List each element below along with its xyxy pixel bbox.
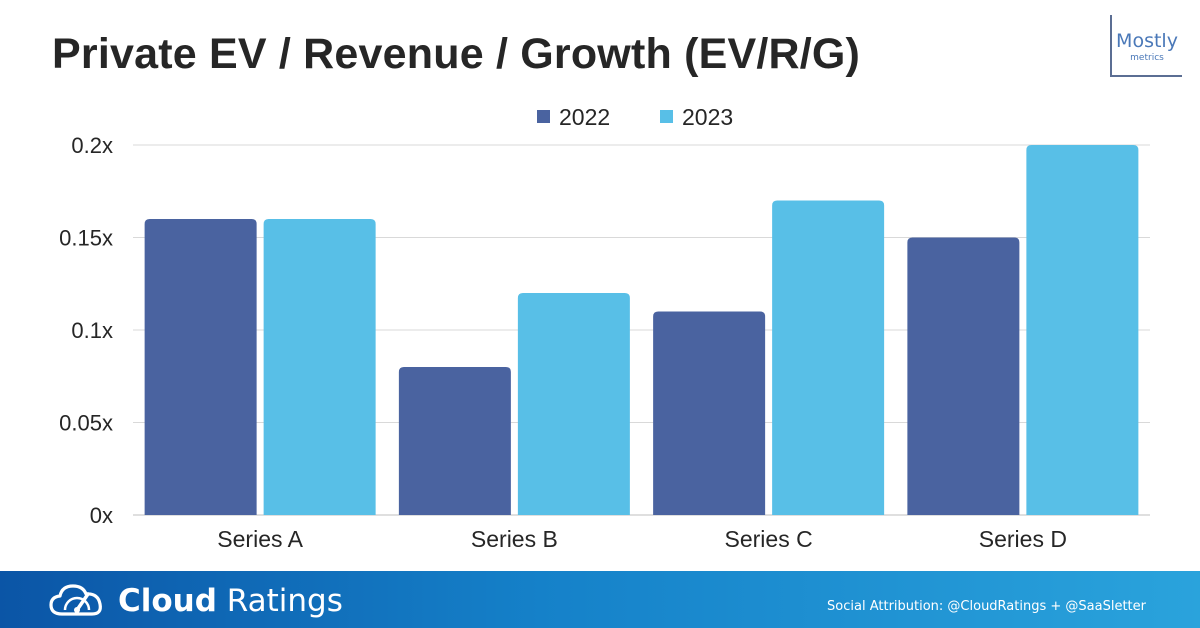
bar-2023-series-a <box>263 219 376 515</box>
legend-label-2022: 2022 <box>559 104 610 130</box>
legend: 2022 2023 <box>537 104 733 130</box>
x-tick-labels: Series A Series B Series C Series D <box>217 526 1067 552</box>
bars <box>144 145 1139 515</box>
logo-sub-text: metrics <box>1130 53 1164 63</box>
logo-main-text: Mostly <box>1116 30 1178 52</box>
bar-2023-series-c <box>772 200 885 515</box>
y-tick-label: 0.05x <box>59 411 113 436</box>
y-tick-label: 0.15x <box>59 226 113 251</box>
brand-name: Cloud Ratings <box>118 583 343 619</box>
legend-swatch-2023 <box>660 110 673 123</box>
y-tick-label: 0.1x <box>71 318 113 343</box>
footer-banner: Cloud Ratings Social Attribution: @Cloud… <box>0 571 1200 628</box>
bar-2023-series-d <box>1026 145 1139 515</box>
bar-2022-series-d <box>907 237 1020 515</box>
brand-name-bold: Cloud <box>118 583 217 619</box>
chart-title: Private EV / Revenue / Growth (EV/R/G) <box>52 30 861 78</box>
brand-name-light: Ratings <box>216 583 343 619</box>
y-tick-label: 0x <box>90 503 113 528</box>
legend-label-2023: 2023 <box>682 104 733 130</box>
legend-swatch-2022 <box>537 110 550 123</box>
x-tick-label: Series C <box>725 526 813 552</box>
mostly-metrics-logo: Mostly metrics <box>1110 15 1182 77</box>
x-tick-label: Series B <box>471 526 558 552</box>
cloud-gauge-icon <box>48 580 108 625</box>
social-attribution: Social Attribution: @CloudRatings + @Saa… <box>827 599 1146 614</box>
x-tick-label: Series A <box>217 526 303 552</box>
bar-2022-series-a <box>144 219 257 515</box>
bar-2022-series-b <box>398 367 511 515</box>
y-tick-labels: 0x 0.05x 0.1x 0.15x 0.2x <box>59 133 113 528</box>
bar-2023-series-b <box>517 293 630 515</box>
y-tick-label: 0.2x <box>71 133 113 158</box>
x-tick-label: Series D <box>979 526 1067 552</box>
bar-2022-series-c <box>653 311 766 515</box>
